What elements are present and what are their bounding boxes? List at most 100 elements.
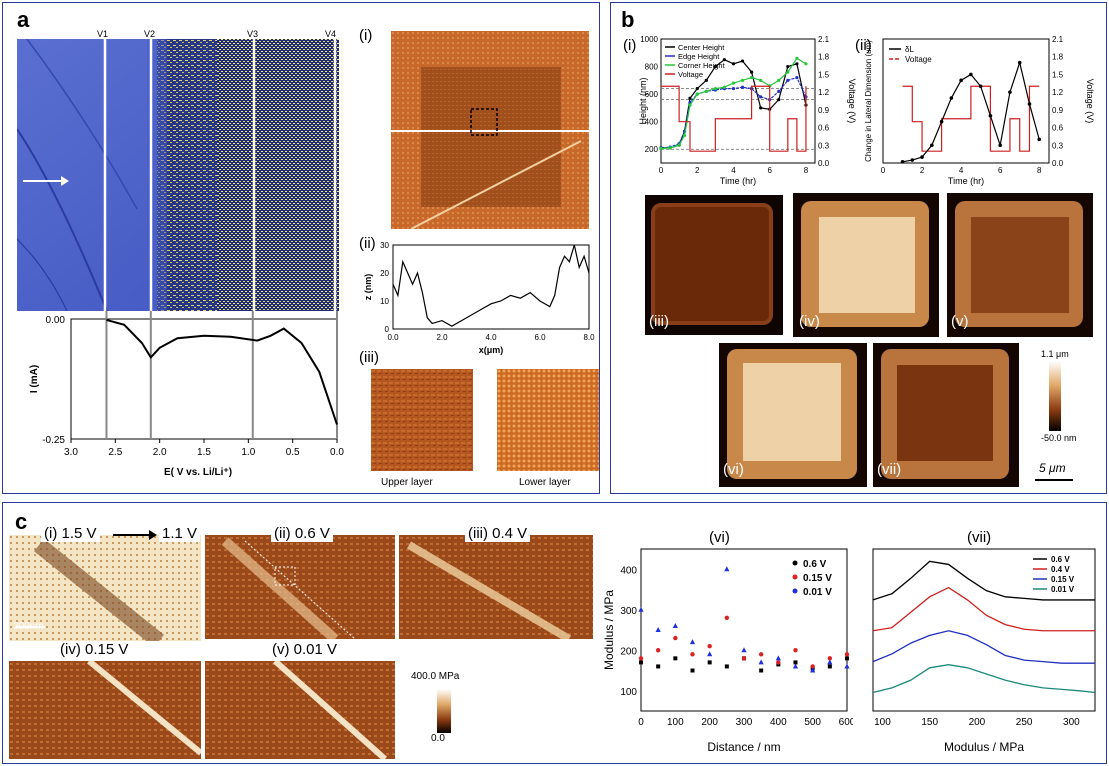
scatter-point-0.15v [776,660,781,665]
cv-xlabel: E( V vs. Li/Li⁺) [164,467,232,478]
dist-legend-label: 0.6 V [1051,555,1070,564]
scatter-point-0.01v [844,663,850,669]
delta-l-point [998,143,1002,148]
cv-ylabel: I (mA) [29,365,40,393]
scatter-point-0.15v [758,652,764,657]
lateral-legend-label: δL [905,45,914,54]
cv-curve [106,318,338,425]
voltage-ytick-label: 1.8 [818,53,830,62]
scatter-legend-label: 0.15 V [803,573,832,584]
scatter-point-0.01v [792,663,799,669]
lateral-xtick-label: 6 [998,166,1003,175]
scatter-legend-label: 0.01 V [803,587,832,598]
height-ytick-label: 400 [645,118,659,127]
height-ytick-label: 800 [645,63,659,72]
lateral-ylabel: Change in Lateral Dimension (um) [864,40,873,162]
scatter-xtick-label: 200 [701,717,718,728]
cv-xtick-label: 0.5 [286,447,300,458]
dmt-image-iii [399,535,593,639]
lower-layer-image [497,369,599,471]
cv-xtick-label: 0.0 [330,447,344,458]
panel-a: a [2,2,600,494]
scatter-frame [640,548,848,712]
scatter-point-0.6v [793,660,798,665]
scatter-point-0.15v [827,656,833,661]
cv-plot: 0.00 -0.253.0 2.5 2.0 1.5 1.0 0.5 0.0 E( V vs. L… [29,311,344,478]
lower-layer-caption: Lower layer [519,477,571,488]
voltage-ytick-label: 0.3 [818,141,830,150]
delta-l-point [988,113,993,118]
scatter-legend-marker [792,560,798,566]
afm-image-vi [719,343,867,487]
lateral-voltage-ytick-label: 2.1 [1052,35,1064,44]
height-series-point [749,70,754,74]
afm-image-v [947,193,1093,337]
dmt-image-iii-tag: (iii) 0.4 V [465,525,531,542]
cv-xtick-label: 3.0 [64,447,78,458]
height-series-point [795,75,799,80]
scatter-point-0.6v [845,656,849,661]
dmt-image-iv-tag: (iv) 0.15 V [57,641,132,658]
height-colorbar-top-label: 1.1 μm [1041,349,1069,359]
voltage-ytick-label: 0.0 [818,159,830,168]
dist-legend-label: 0.4 V [1051,565,1070,574]
scatter-point-0.6v [759,668,764,673]
scatter-point-0.01v [810,667,816,673]
scatter-point-0.6v [639,660,643,665]
profile-xtick-label: 2.0 [436,333,448,342]
height-series-point [740,59,745,63]
scatter-point-0.01v [775,655,781,661]
lateral-plot-frame [882,38,1050,164]
afm-image-iii [645,195,783,335]
afm-image-iii-tag: (iii) [649,313,669,330]
scatter-ytick-label: 300 [620,606,637,617]
height-series-point [704,78,708,82]
height-series-point [688,103,692,107]
panel-b-label: b [621,7,635,32]
height-series-point [749,75,754,80]
scan-direction-arrow [23,176,69,186]
height-xtick-label: 4 [731,166,736,175]
delta-l-point [969,72,973,77]
height-xtick-label: 8 [804,166,809,175]
delta-l-point [930,143,934,148]
scatter-ytick-label: 400 [620,565,637,576]
profile-ytick-label: 10 [380,297,389,306]
height-series-point [795,62,799,66]
height-series-point [804,62,808,66]
dmt-image-ii [205,535,395,639]
dist-xtick-label: 300 [1063,717,1080,728]
profile-xtick-label: 0.0 [387,333,399,342]
voltage-ytick-label: 0.6 [818,124,830,133]
scatter-point-0.15v [810,664,815,669]
height-series-point [740,78,745,82]
lateral-xtick-label: 8 [1037,166,1042,175]
height-series-point [704,89,708,93]
height-series-point [688,96,692,100]
lateral-voltage-ytick-label: 1.8 [1052,53,1064,62]
scatter-ylabel: Modulus / MPa [602,590,616,670]
upper-layer-image [371,369,473,471]
cv-ytick-label: 0.00 [46,315,66,326]
modulus-colorbar-bottom-label: 0.0 [431,733,445,744]
dist-xtick-label: 100 [874,717,891,728]
panel-c-sub-vii-label: (vii) [967,529,992,546]
profile-xlabel: x(μm) [479,345,504,355]
dmt-image-v [205,661,395,759]
dmt-image-i-end-tag: 1.1 V [159,525,201,542]
height-series-point [777,89,781,93]
scatter-point-0.6v [724,664,729,669]
afm-image-vii-tag: (vii) [877,461,902,478]
modulus-scatter-plot: 0.6 V 0.15 V 0.01 V 100 200 300 400 0 100 200 300 4… [602,548,853,754]
dmt-image-v-tag: (v) 0.01 V [269,641,341,658]
scatter-xtick-label: 500 [804,717,821,728]
panel-a-sub-iii-label: (iii) [359,349,379,366]
height-legend-label: Voltage [678,70,703,79]
v2-label: V2 [144,29,156,39]
scatter-point-0.15v [741,656,747,661]
scatter-point-0.15v [707,644,712,649]
height-colorbar-bottom-label: -50.0 nm [1041,433,1077,443]
scatter-point-0.01v [707,651,713,657]
delta-l-point [920,155,924,159]
dist-xtick-label: 150 [921,717,938,728]
